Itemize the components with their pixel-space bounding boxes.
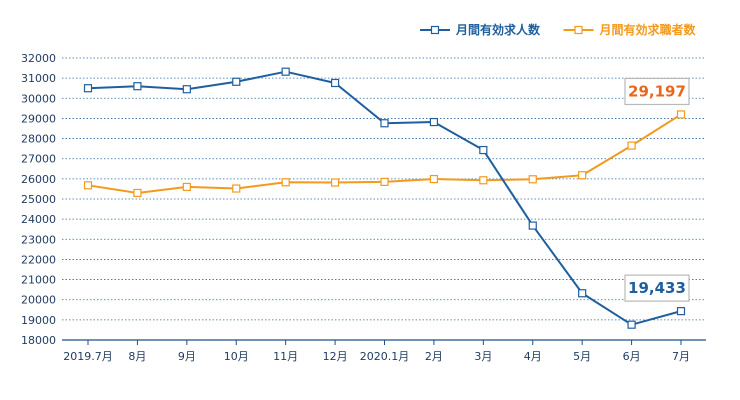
data-point-marker [232, 184, 241, 193]
x-tick-label: 12月 [323, 350, 348, 363]
x-tick-label: 10月 [224, 350, 249, 363]
data-point-marker [429, 174, 439, 184]
data-point-marker [281, 67, 290, 76]
axis-layer [62, 339, 706, 345]
y-tick-label: 27000 [21, 153, 56, 166]
x-tick-labels: 2019.7月 8月 9月 10月 11月 12月 2020.1月 2月 3月 4月 5月 6月 7月 [63, 350, 690, 363]
data-point-marker [479, 176, 488, 185]
y-tick-label: 29000 [21, 112, 56, 125]
data-point-marker [232, 77, 241, 86]
y-tick-label: 28000 [21, 133, 56, 146]
legend-label: 月間有効求人数 [455, 22, 541, 37]
data-point-marker [627, 320, 636, 329]
series-layer [83, 67, 686, 329]
callout-label: 29,197 [628, 82, 686, 100]
legend-marker [430, 25, 440, 35]
y-tick-label: 21000 [21, 274, 56, 287]
y-tick-label: 30000 [21, 92, 56, 105]
data-point-marker [281, 178, 290, 187]
y-tick-label: 32000 [21, 52, 56, 65]
data-point-marker [83, 181, 93, 190]
x-tick-label: 2月 [425, 350, 443, 363]
x-tick-label: 7月 [672, 350, 690, 363]
data-point-marker [627, 141, 636, 150]
y-tick-label: 26000 [21, 173, 56, 186]
data-point-marker [528, 221, 537, 230]
data-point-marker [330, 178, 340, 187]
data-point-marker [83, 84, 93, 93]
legend-label: 月間有効求職者数 [599, 22, 697, 37]
data-point-marker [380, 119, 389, 128]
x-tick-label: 2020.1月 [360, 350, 410, 363]
y-tick-label: 25000 [21, 193, 56, 206]
x-tick-label: 11月 [273, 350, 298, 363]
series-line [87, 70, 682, 326]
x-tick-label: 2019.7月 [63, 350, 113, 363]
y-tick-label: 19000 [21, 314, 56, 327]
data-point-marker [676, 307, 686, 316]
data-point-marker [578, 289, 587, 298]
callout-box [624, 274, 690, 302]
x-tick-label: 8月 [128, 350, 146, 363]
legend-marker [574, 25, 583, 35]
callout-label: 19,433 [628, 279, 686, 297]
x-tick-label: 9月 [178, 350, 196, 363]
data-point-marker [578, 171, 587, 180]
legend: 月間有効求人数 月間有効求職者数 [420, 22, 697, 37]
data-point-marker [479, 145, 488, 155]
y-tick-label: 22000 [21, 253, 56, 266]
y-tick-label: 24000 [21, 213, 56, 226]
y-tick-label: 18000 [21, 334, 56, 347]
data-point-marker [429, 117, 439, 127]
x-tick-label: 5月 [573, 350, 591, 363]
y-tick-label: 23000 [21, 233, 56, 246]
y-tick-labels: 18000 19000 20000 21000 22000 23000 24000 25000… [21, 52, 56, 347]
y-tick-label: 31000 [21, 72, 56, 85]
data-point-marker [528, 175, 537, 184]
y-tick-label: 20000 [21, 294, 56, 307]
data-point-marker [182, 85, 191, 94]
grid-layer [62, 57, 706, 321]
data-point-marker [182, 182, 191, 192]
x-tick-label: 3月 [474, 350, 492, 363]
data-point-marker [330, 78, 340, 88]
x-tick-label: 6月 [623, 350, 641, 363]
x-tick-label: 4月 [524, 350, 542, 363]
callout-layer: 29,197 19,433 [624, 77, 690, 302]
callout-box [624, 77, 690, 106]
data-point-marker [380, 177, 389, 186]
data-point-marker [133, 188, 142, 198]
data-point-marker [676, 110, 686, 119]
data-point-marker [133, 82, 142, 91]
